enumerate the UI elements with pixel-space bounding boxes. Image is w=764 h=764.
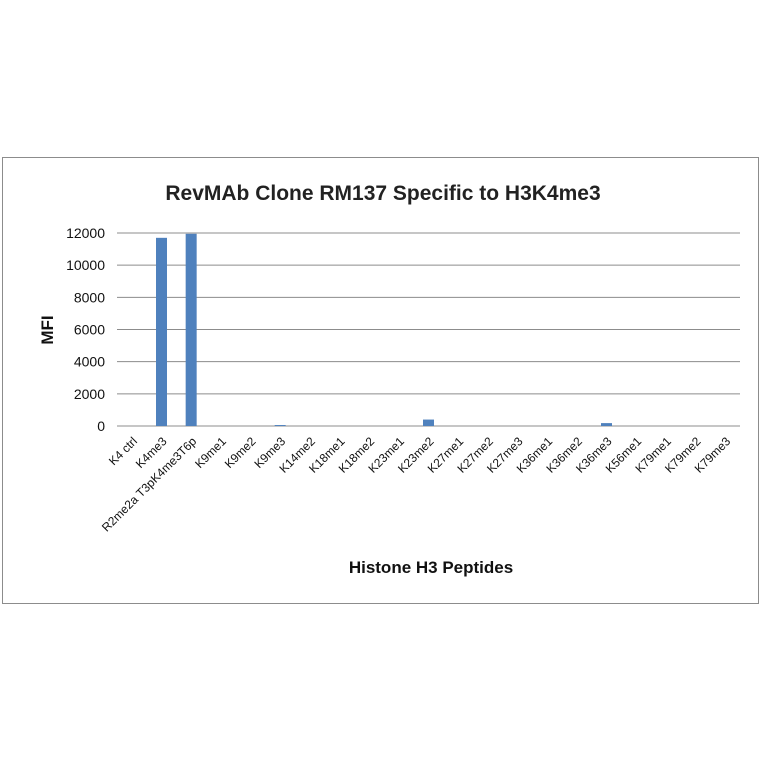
bar <box>423 419 434 426</box>
chart: RevMAb Clone RM137 Specific to H3K4me3 0… <box>38 182 740 577</box>
y-tick-label: 2000 <box>74 386 105 402</box>
bar <box>601 423 612 426</box>
bar <box>185 233 197 426</box>
y-tick-label: 8000 <box>74 289 105 305</box>
x-tick-label: K9me2 <box>222 434 259 471</box>
y-tick-label: 6000 <box>74 322 105 338</box>
y-axis-ticks: 0 2000 4000 6000 8000 10000 12000 <box>66 225 105 434</box>
bar <box>274 425 286 426</box>
y-axis-label: MFI <box>38 315 57 344</box>
grid-lines <box>117 232 740 427</box>
bar <box>156 237 167 426</box>
chart-frame: RevMAb Clone RM137 Specific to H3K4me3 0… <box>2 157 759 604</box>
y-tick-label: 12000 <box>66 225 105 241</box>
chart-title: RevMAb Clone RM137 Specific to H3K4me3 <box>165 182 600 205</box>
y-tick-label: 10000 <box>66 257 105 273</box>
y-tick-label: 4000 <box>74 354 105 370</box>
x-axis-label: Histone H3 Peptides <box>349 558 513 577</box>
bars <box>156 233 612 426</box>
y-tick-label: 0 <box>97 418 105 434</box>
x-tick-label: K9me1 <box>192 434 229 471</box>
